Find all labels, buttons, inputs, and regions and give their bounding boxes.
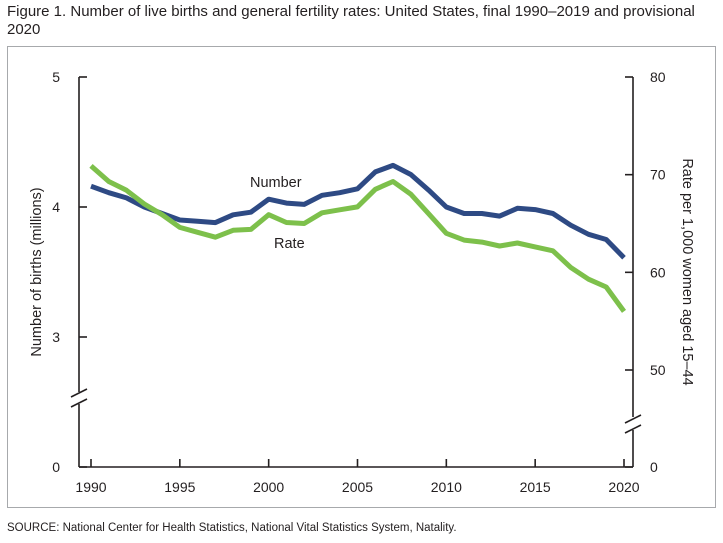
- x-tick-label: 2020: [608, 479, 639, 495]
- x-tick-label: 2015: [520, 479, 551, 495]
- left-tick-label: 0: [52, 459, 60, 475]
- source-note: SOURCE: National Center for Health Stati…: [7, 522, 457, 534]
- x-tick-label: 1990: [75, 479, 106, 495]
- right-tick-label: 70: [650, 167, 666, 183]
- left-tick-label: 5: [52, 69, 60, 85]
- series-label-number: Number: [250, 175, 302, 191]
- left-tick-label: 3: [52, 329, 60, 345]
- right-tick-label: 60: [650, 264, 666, 280]
- series-line-rate: [89, 164, 627, 313]
- x-tick-label: 2000: [253, 479, 284, 495]
- right-axis-break: [624, 424, 642, 434]
- right-axis-title: Rate per 1,000 women aged 15–44: [679, 158, 695, 385]
- x-tick-label: 2005: [342, 479, 373, 495]
- left-axis-title: Number of births (millions): [29, 187, 45, 356]
- x-tick-label: 1995: [164, 479, 195, 495]
- series-label-rate: Rate: [274, 236, 305, 252]
- chart-frame: [7, 46, 716, 508]
- left-axis-break: [70, 388, 88, 398]
- figure-title: Figure 1. Number of live births and gene…: [7, 3, 695, 38]
- right-tick-label: 80: [650, 69, 666, 85]
- right-tick-label: 50: [650, 362, 666, 378]
- series-line-number: [90, 162, 626, 260]
- right-tick-label: 0: [650, 459, 658, 475]
- right-axis-break: [624, 414, 642, 424]
- left-tick-label: 4: [52, 199, 60, 215]
- left-axis-break: [70, 398, 88, 408]
- x-tick-label: 2010: [431, 479, 462, 495]
